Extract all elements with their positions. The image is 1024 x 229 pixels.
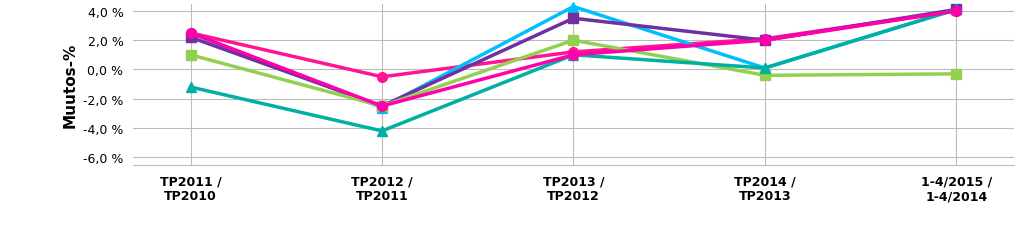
Y-axis label: Muutos-%: Muutos-% [62, 42, 78, 127]
